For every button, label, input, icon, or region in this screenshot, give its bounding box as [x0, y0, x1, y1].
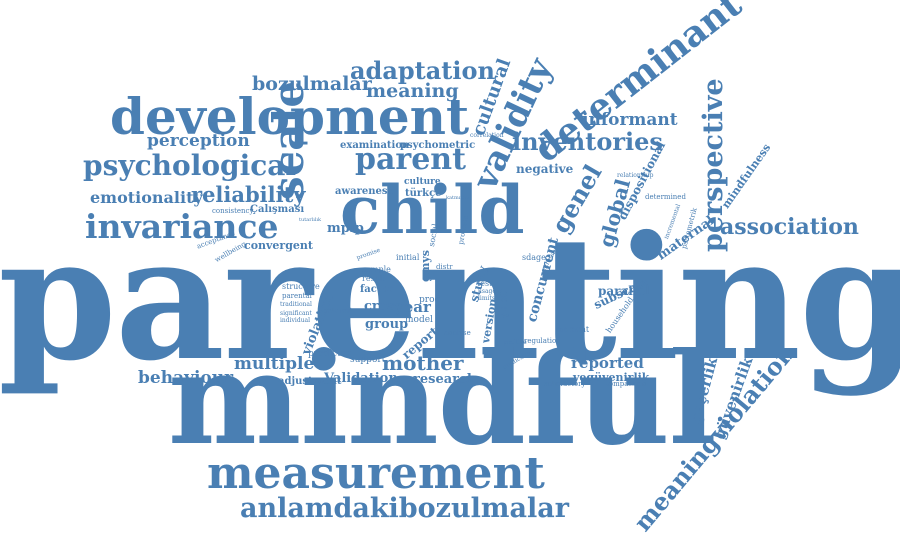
word-distr: distr — [436, 263, 453, 271]
word-measurement: measurement — [207, 448, 545, 499]
word-informant: informant — [582, 110, 678, 130]
word-culture: culture — [404, 177, 441, 187]
word-positive: positive — [503, 339, 527, 346]
word-determined: determined — [645, 193, 686, 201]
word-emotionality: emotionality — [90, 188, 203, 207]
word-examination: examination — [340, 140, 410, 151]
word-result: result — [362, 274, 386, 283]
word-mother: mother — [382, 351, 464, 375]
word-parental: parental — [282, 292, 312, 300]
word-psychometric: psychometric — [400, 140, 476, 151]
word-tutarlilik: tutarlılık — [299, 217, 322, 223]
word-mindful: mindful — [168, 325, 717, 473]
word-behaviour: behaviour — [138, 368, 234, 388]
word-veguvenirlik: vegüvenirlik — [573, 371, 650, 384]
word-structure: structure — [282, 282, 320, 291]
word-traditional: traditional — [280, 301, 312, 308]
word-sdage: sdage — [522, 253, 546, 262]
word-cross: cross — [364, 299, 403, 314]
word-research: research — [413, 372, 477, 387]
word-sample: sample — [362, 265, 391, 274]
word-perception: perception — [147, 131, 250, 151]
word-correlation: correlation — [470, 132, 504, 139]
word-limits: limits — [478, 295, 495, 302]
word-model: model — [405, 315, 433, 325]
word-adjustment: adjustment — [278, 376, 342, 387]
word-anlamdakibozulmalar: anlamdakibozulmalar — [240, 493, 569, 524]
word-parallel: parallel — [598, 284, 650, 298]
word-invariance: invariance — [85, 207, 279, 246]
word-significant: significant — [280, 310, 312, 317]
word-proc: proc — [419, 295, 440, 305]
word-consistency: consistency — [212, 207, 254, 215]
word-awareness: awareness — [335, 186, 394, 197]
word-negative: negative — [516, 162, 574, 176]
word-development: development — [110, 87, 470, 146]
word-psychological: psychological — [83, 149, 297, 182]
word-individual: individual — [280, 317, 311, 324]
word-parenting: parenting — [0, 199, 900, 399]
word-factor: factor — [360, 284, 394, 295]
word-adaptation: adaptation — [350, 56, 495, 85]
word-meaning: meaning — [366, 80, 459, 102]
word-initial: initial — [396, 253, 420, 262]
word-usage: usage — [478, 288, 496, 295]
word-bozulmalar: bozulmalar — [252, 73, 372, 95]
word-mpip: mpip — [327, 221, 364, 236]
word-regulation: regulation — [524, 337, 561, 345]
word-reported: reported — [571, 354, 644, 372]
word-validation: Validation — [324, 371, 398, 386]
word-test: test — [477, 279, 493, 288]
word-gabo: gabÖ — [499, 288, 510, 318]
word-convergent: convergent — [244, 239, 313, 252]
word-inventories: inventories — [512, 127, 663, 156]
word-parent: parent — [355, 142, 466, 177]
word-support: support — [350, 355, 386, 365]
word-year: year — [395, 298, 431, 316]
word-turkce: türkçe — [405, 188, 442, 199]
word-reliability: reliability — [191, 182, 306, 207]
word-predictor: predictor — [308, 349, 351, 359]
word-gmys: gmys — [419, 250, 432, 282]
word-relationship: relationship — [617, 172, 654, 179]
word-association: association — [720, 214, 859, 240]
word-satisfactory: satisfactory — [544, 380, 586, 388]
word-multiple: multiple — [234, 354, 315, 374]
word-child: child — [340, 171, 525, 249]
word-group: group — [365, 317, 409, 332]
word-interest: interest — [325, 307, 353, 315]
word-analyse: analyse — [444, 329, 471, 337]
word-compassion: compassion — [605, 380, 647, 388]
word-katmiyan: katmıyan — [446, 195, 470, 201]
word-moment: moment — [556, 325, 590, 334]
word-calismasi: Çalışması — [250, 204, 305, 215]
